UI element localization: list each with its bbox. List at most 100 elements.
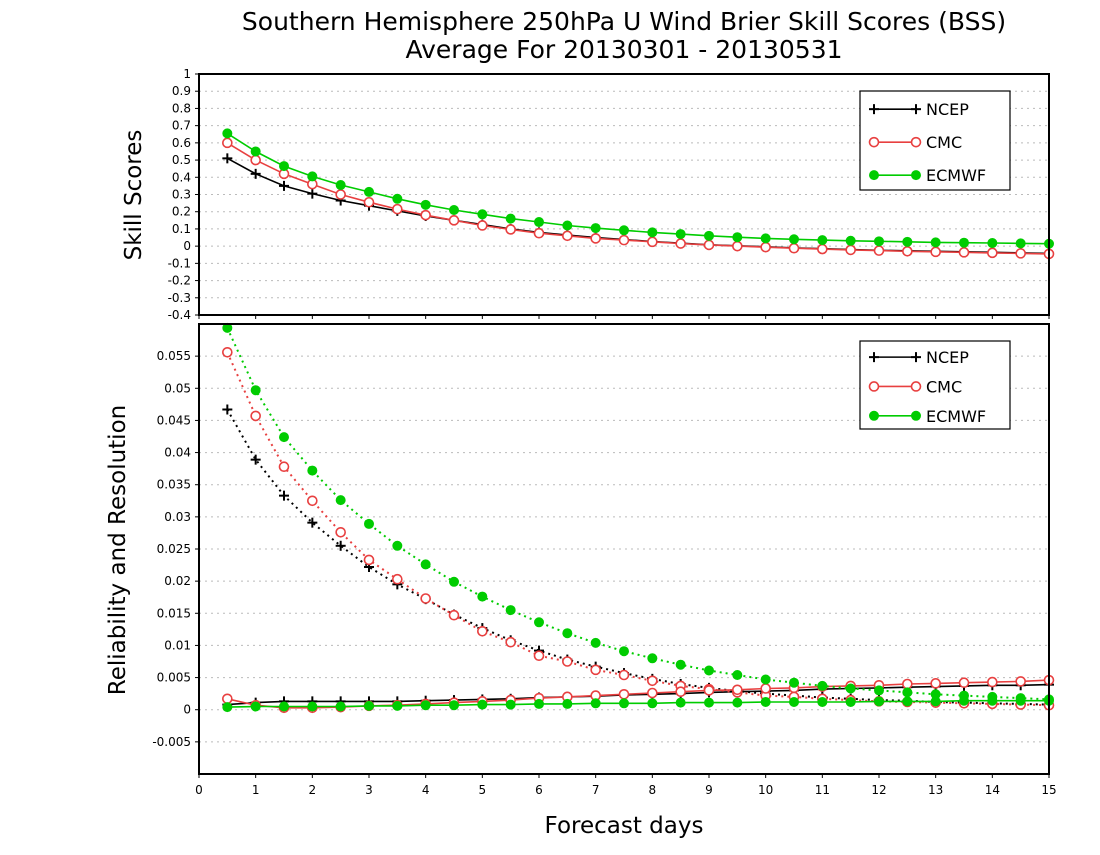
top-series-cmc-point-20 bbox=[788, 242, 800, 254]
bottom-series-cmc-resolution-point-14 bbox=[618, 669, 630, 681]
bottom-series-ecmwf-reliability-point-11 bbox=[534, 698, 544, 709]
bottom-series-ecmwf-reliability-point-10 bbox=[505, 699, 516, 710]
bottom-series-ecmwf-reliability-point-19 bbox=[760, 697, 771, 707]
top-ytick-label-14: 1 bbox=[183, 67, 191, 81]
top-series-ecmwf-point-0 bbox=[222, 128, 233, 139]
top-series-ecmwf-point-7 bbox=[420, 199, 431, 210]
bottom-series-cmc-reliability-point-17 bbox=[703, 685, 715, 696]
bottom-series-cmc-reliability-point-15 bbox=[647, 687, 658, 699]
top-series-ecmwf-point-28 bbox=[1015, 238, 1026, 249]
bottom-ytick-label-11: 0.05 bbox=[164, 381, 191, 395]
bottom-series-ecmwf-resolution-point-21 bbox=[817, 680, 828, 691]
bottom-series-cmc-resolution-point-12 bbox=[562, 656, 573, 667]
bottom-legend-marker-a-ecmwf bbox=[869, 410, 879, 421]
bottom-ytick-label-1: 0 bbox=[183, 703, 191, 717]
top-series-cmc-point-8 bbox=[448, 215, 460, 226]
bottom-series-ecmwf-resolution-point-5 bbox=[364, 518, 374, 529]
top-series-ecmwf-point-18 bbox=[732, 232, 743, 243]
bottom-legend-label-cmc: CMC bbox=[926, 377, 962, 396]
bottom-series-ecmwf-resolution-point-14 bbox=[619, 646, 629, 657]
bottom-series-ecmwf-resolution-point-13 bbox=[590, 637, 601, 648]
top-series-cmc-point-10 bbox=[505, 224, 516, 235]
top-series-cmc-point-21 bbox=[817, 243, 828, 255]
top-series-cmc-point-16 bbox=[675, 238, 686, 249]
bottom-series-cmc-resolution-point-0 bbox=[222, 346, 233, 358]
bottom-series-ecmwf-reliability-point-2 bbox=[279, 701, 289, 712]
top-series-cmc-point-28 bbox=[1015, 248, 1026, 259]
bottom-series-cmc-resolution-point-3 bbox=[307, 495, 318, 507]
top-series-cmc-point-12 bbox=[562, 230, 573, 242]
top-series-ecmwf-point-5 bbox=[364, 186, 374, 197]
bottom-series-ecmwf-resolution-point-11 bbox=[534, 617, 544, 628]
bottom-series-ecmwf-resolution-point-15 bbox=[647, 653, 658, 664]
top-series-ecmwf-point-25 bbox=[930, 237, 941, 248]
top-series-cmc-point-24 bbox=[902, 246, 913, 257]
x-tick-label-3: 3 bbox=[365, 783, 373, 797]
top-legend-label-ncep: NCEP bbox=[926, 100, 969, 119]
top-series-cmc-point-15 bbox=[647, 236, 658, 248]
bottom-series-cmc-reliability-point-24 bbox=[902, 678, 913, 690]
bottom-series-ecmwf-resolution-point-20 bbox=[789, 677, 799, 688]
bottom-series-cmc-reliability-point-25 bbox=[930, 678, 941, 689]
top-legend-label-cmc: CMC bbox=[926, 133, 962, 152]
top-legend-box bbox=[859, 90, 1011, 191]
bottom-series-cmc-resolution-point-8 bbox=[448, 609, 460, 621]
top-series-ecmwf-point-11 bbox=[534, 217, 544, 228]
bottom-series-ecmwf-resolution-point-19 bbox=[760, 674, 771, 685]
x-tick-label-8: 8 bbox=[649, 783, 657, 797]
top-ytick-label-1: -0.3 bbox=[168, 291, 191, 305]
bottom-ytick-label-2: 0.005 bbox=[157, 671, 191, 685]
bottom-series-ecmwf-resolution-point-7 bbox=[420, 559, 431, 570]
bottom-series-ecmwf-resolution-point-3 bbox=[307, 465, 318, 476]
bottom-series-ecmwf-resolution-point-18 bbox=[732, 670, 743, 680]
bottom-series-ecmwf-reliability-point-13 bbox=[590, 698, 601, 709]
top-series-cmc-point-18 bbox=[732, 240, 743, 252]
chart-title-line1: Southern Hemisphere 250hPa U Wind Brier … bbox=[242, 7, 1006, 36]
bottom-series-ecmwf-reliability-point-0 bbox=[222, 702, 233, 713]
bottom-series-ecmwf-reliability-point-26 bbox=[959, 695, 969, 706]
x-tick-label-6: 6 bbox=[535, 783, 543, 797]
bottom-plot-frame bbox=[198, 323, 1050, 775]
top-legend-marker-b-cmc bbox=[910, 136, 922, 148]
x-tick-label-0: 0 bbox=[195, 783, 203, 797]
top-ytick-label-4: 0 bbox=[183, 239, 191, 253]
bottom-series-ecmwf-reliability-point-9 bbox=[477, 699, 488, 710]
bottom-series-cmc-reliability-point-0 bbox=[222, 693, 233, 705]
top-series-ecmwf-point-3 bbox=[307, 171, 318, 182]
bottom-y-axis-label: Reliability and Resolution bbox=[105, 405, 131, 695]
bottom-series-cmc-resolution-point-11 bbox=[533, 650, 545, 662]
bottom-series-cmc-resolution-point-7 bbox=[420, 593, 431, 604]
top-series-ecmwf-point-24 bbox=[902, 236, 913, 247]
top-ytick-label-13: 0.9 bbox=[172, 84, 191, 98]
x-tick-label-15: 15 bbox=[1041, 783, 1056, 797]
top-ytick-label-7: 0.3 bbox=[172, 188, 191, 202]
bottom-ytick-label-5: 0.02 bbox=[164, 574, 191, 588]
top-ytick-label-8: 0.4 bbox=[172, 170, 191, 184]
bottom-series-cmc-resolution-point-9 bbox=[477, 625, 488, 637]
top-series-ecmwf-point-15 bbox=[647, 227, 658, 238]
bottom-ytick-label-3: 0.01 bbox=[164, 638, 191, 652]
top-legend-marker-b-ecmwf bbox=[911, 170, 921, 181]
bottom-series-cmc-reliability-point-26 bbox=[958, 677, 970, 689]
top-series-cmc-point-5 bbox=[363, 196, 375, 208]
top-series-cmc-point-13 bbox=[590, 233, 601, 244]
top-series-ecmwf-point-4 bbox=[335, 180, 346, 191]
bottom-series-ecmwf-reliability-point-28 bbox=[1015, 695, 1026, 706]
bottom-series-cmc-resolution-point-10 bbox=[505, 636, 516, 648]
bottom-ytick-label-7: 0.03 bbox=[164, 510, 191, 524]
top-series-ecmwf-point-8 bbox=[449, 204, 459, 215]
bottom-legend-marker-a-cmc bbox=[868, 381, 880, 392]
bottom-series-ecmwf-reliability-point-23 bbox=[874, 696, 884, 707]
top-ytick-label-3: -0.1 bbox=[168, 256, 191, 270]
top-series-ecmwf-point-16 bbox=[675, 229, 686, 240]
chart-title-line2: Average For 20130301 - 20130531 bbox=[405, 35, 842, 64]
bottom-ytick-label-8: 0.035 bbox=[157, 478, 191, 492]
bottom-series-cmc-reliability-point-19 bbox=[760, 683, 771, 694]
bottom-series-ecmwf-reliability-point-27 bbox=[987, 695, 998, 706]
bottom-series-cmc-resolution-point-2 bbox=[278, 461, 290, 473]
bottom-series-ecmwf-reliability-point-24 bbox=[902, 696, 913, 707]
top-legend-label-ecmwf: ECMWF bbox=[926, 166, 986, 185]
top-series-ecmwf-point-6 bbox=[392, 193, 403, 204]
x-tick-label-13: 13 bbox=[928, 783, 943, 797]
